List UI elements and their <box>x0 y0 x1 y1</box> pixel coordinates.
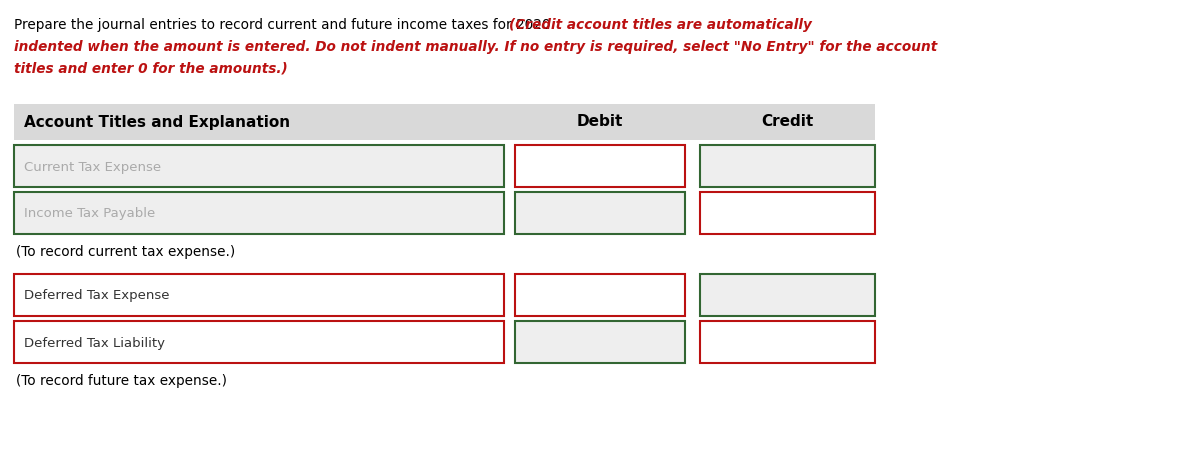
FancyBboxPatch shape <box>14 193 504 235</box>
Text: Deferred Tax Expense: Deferred Tax Expense <box>24 289 169 302</box>
Text: indented when the amount is entered. Do not indent manually. If no entry is requ: indented when the amount is entered. Do … <box>14 40 937 54</box>
Text: titles and enter 0 for the amounts.): titles and enter 0 for the amounts.) <box>14 62 288 76</box>
FancyBboxPatch shape <box>515 146 685 188</box>
Text: (To record current tax expense.): (To record current tax expense.) <box>16 245 235 258</box>
Text: Debit: Debit <box>577 114 623 129</box>
FancyBboxPatch shape <box>14 105 875 141</box>
FancyBboxPatch shape <box>515 193 685 235</box>
FancyBboxPatch shape <box>14 321 504 363</box>
FancyBboxPatch shape <box>700 193 875 235</box>
Text: Current Tax Expense: Current Tax Expense <box>24 160 161 173</box>
FancyBboxPatch shape <box>14 274 504 316</box>
FancyBboxPatch shape <box>700 321 875 363</box>
Text: Credit: Credit <box>761 114 814 129</box>
FancyBboxPatch shape <box>515 274 685 316</box>
Text: (To record future tax expense.): (To record future tax expense.) <box>16 373 227 387</box>
Text: Income Tax Payable: Income Tax Payable <box>24 207 155 220</box>
Text: (Credit account titles are automatically: (Credit account titles are automatically <box>509 18 812 32</box>
Text: Prepare the journal entries to record current and future income taxes for 2020.: Prepare the journal entries to record cu… <box>14 18 559 32</box>
Text: Account Titles and Explanation: Account Titles and Explanation <box>24 114 290 129</box>
FancyBboxPatch shape <box>515 321 685 363</box>
FancyBboxPatch shape <box>700 146 875 188</box>
FancyBboxPatch shape <box>700 274 875 316</box>
FancyBboxPatch shape <box>14 146 504 188</box>
Text: Deferred Tax Liability: Deferred Tax Liability <box>24 336 166 349</box>
